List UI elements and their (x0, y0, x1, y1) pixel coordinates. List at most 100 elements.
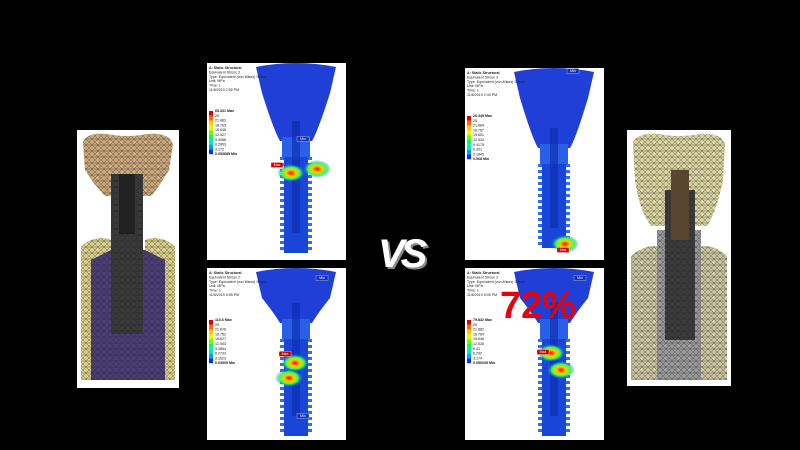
thread (538, 236, 542, 239)
thread (538, 182, 542, 185)
panel-header-line: Unit: MPa (467, 284, 483, 288)
panel-header-line: Unit: MPa (467, 84, 483, 88)
legend-label: 3.1845 (473, 152, 484, 156)
legend-label: 21.876 (215, 328, 226, 332)
thread (538, 188, 542, 191)
thread (566, 200, 570, 203)
thread (280, 193, 284, 196)
thread (538, 339, 542, 342)
marker-box (296, 413, 310, 419)
legend-label: 15.627 (215, 337, 226, 341)
thread (538, 363, 542, 366)
marker-label: Max (560, 248, 567, 252)
thread (566, 393, 570, 396)
thread (308, 217, 312, 220)
stress-hotspot (281, 354, 309, 372)
legend-label: 3.172 (215, 147, 224, 151)
thread (566, 411, 570, 414)
legend-label: 0.053685 Min (215, 152, 237, 156)
thread (538, 387, 542, 390)
stress-hotspot (277, 164, 305, 182)
panel-header-line: Time: 1 (209, 84, 221, 88)
legend-swatch (209, 135, 213, 140)
legend-swatch (467, 116, 471, 121)
thread (308, 345, 312, 348)
thread (308, 381, 312, 384)
thread (538, 170, 542, 173)
legend-label: 9.4086 (215, 138, 226, 142)
thread (538, 423, 542, 426)
thread (566, 423, 570, 426)
thread (280, 393, 284, 396)
thread (280, 211, 284, 214)
thread (538, 405, 542, 408)
marker-box (556, 247, 570, 253)
legend-swatch (209, 344, 213, 349)
thread (538, 242, 542, 245)
panel-header-line: Time: 1 (209, 289, 221, 293)
thread (566, 387, 570, 390)
thread (280, 241, 284, 244)
legend-swatch (467, 344, 471, 349)
thread (280, 217, 284, 220)
thread (538, 417, 542, 420)
legend-label: 18.752 (215, 332, 226, 336)
stress-hotspot (303, 160, 331, 178)
marker-label: Min (577, 276, 583, 280)
legend-swatch (209, 115, 213, 121)
thread (308, 181, 312, 184)
panel-header-line: 11/8/2019 5:05 PM (467, 293, 497, 297)
legend-label: 15.646 (473, 337, 484, 341)
stress-hotspot (275, 369, 303, 387)
legend-swatch (467, 120, 471, 126)
thread (566, 405, 570, 408)
thread (566, 218, 570, 221)
legend-swatch (467, 329, 471, 335)
legend-label: 26.349 Max (473, 114, 492, 118)
thread (308, 387, 312, 390)
thread (538, 399, 542, 402)
marker-box (278, 351, 292, 357)
panel-header-line: 11/8/2019 2:44 PM (467, 93, 497, 97)
thread (280, 247, 284, 250)
thread (566, 194, 570, 197)
thread (308, 211, 312, 214)
mesh-model-left (77, 130, 179, 388)
legend-swatch (467, 324, 471, 330)
thread (566, 170, 570, 173)
legend-label: 18.765 (215, 123, 226, 127)
panel-header-line: A: Static Structural (209, 271, 242, 275)
thread (308, 417, 312, 420)
thread (280, 417, 284, 420)
thread (308, 363, 312, 366)
panel-header-line: A: Static Structural (209, 66, 242, 70)
thread (308, 229, 312, 232)
legend-label: 65.331 Max (215, 109, 234, 113)
mesh-model-right (627, 130, 731, 386)
legend-label: 9.3864 (215, 347, 226, 351)
legend-swatch (467, 144, 471, 150)
thread (308, 393, 312, 396)
thread (538, 200, 542, 203)
marker-label: Min (300, 414, 306, 418)
marker-label: Max (540, 350, 547, 354)
legend-label: 6.292 (473, 352, 482, 356)
thread (280, 345, 284, 348)
legend-swatch (209, 339, 213, 344)
legend-swatch (209, 334, 213, 340)
panel-header-line: Equivalent Stress 3 (467, 75, 498, 79)
legend-label: 0.056039 Min (473, 361, 495, 365)
thread (538, 176, 542, 179)
panel-header-line: Unit: MPa (209, 79, 225, 83)
thread (308, 339, 312, 342)
marker-label: Max (274, 163, 281, 167)
thread (566, 339, 570, 342)
thread (280, 423, 284, 426)
marker-label: Min (570, 69, 576, 73)
marker-box (566, 68, 580, 74)
legend-swatch (467, 320, 471, 325)
panel-header-line: A: Static Structural (467, 71, 500, 75)
